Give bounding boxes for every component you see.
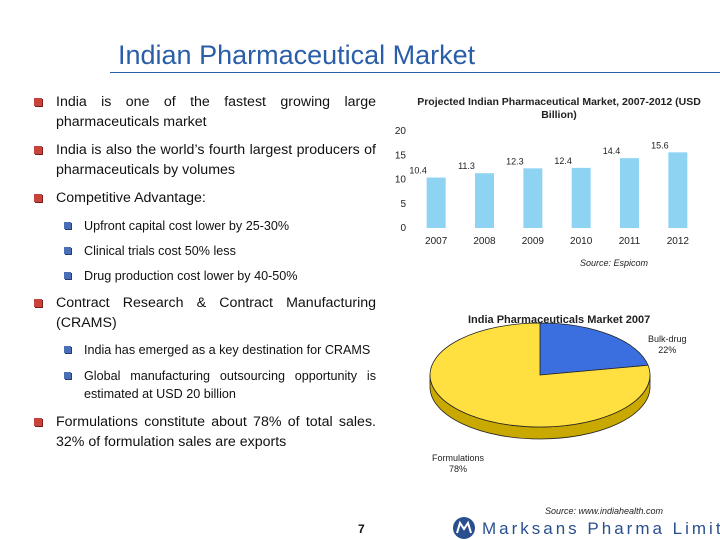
bar-2009	[523, 168, 543, 228]
sub-bullet-item: Clinical trials cost 50% less	[34, 242, 376, 260]
bullet-item: India is one of the fastest growing larg…	[34, 92, 376, 132]
slide-title: Indian Pharmaceutical Market	[118, 40, 476, 70]
sub-bullet-item: Drug production cost lower by 40-50%	[34, 267, 376, 285]
x-tick-label: 2008	[473, 236, 496, 247]
bar-chart: 0 5 10 15 20 10.4 2007 11.3 2008 12.3 2009 12.4 2010…	[395, 126, 690, 247]
bar-chart-source: Source: Espicom	[580, 258, 649, 268]
y-tick-label: 20	[395, 126, 407, 137]
y-tick-label: 0	[400, 223, 406, 234]
company-name: Marksans Pharma Limited	[482, 519, 720, 538]
x-tick-label: 2011	[619, 236, 641, 247]
y-tick-label: 10	[395, 175, 407, 186]
pie-label-bulk-drug-name: Bulk-drug	[648, 334, 687, 344]
bar-2008	[475, 173, 494, 228]
bullet-item: Competitive Advantage:	[34, 188, 376, 208]
sub-bullet-item: India has emerged as a key destination f…	[34, 341, 376, 359]
pie-slice-formulations	[429, 322, 651, 428]
pie-label-formulations: Formulations 78%	[432, 453, 484, 475]
x-tick-label: 2010	[570, 236, 593, 247]
pie-chart-title: India Pharmaceuticals Market 2007	[468, 314, 651, 326]
x-tick-label: 2009	[522, 236, 545, 247]
bar-value-label: 11.3	[458, 161, 475, 171]
company-logo-icon	[453, 517, 475, 539]
page-number: 7	[358, 522, 365, 536]
bar-chart-title: Projected Indian Pharmaceutical Market, …	[417, 96, 701, 121]
pie-label-bulk-drug: Bulk-drug 22%	[648, 334, 687, 356]
bar-2010	[571, 167, 591, 228]
bar-2012	[668, 152, 688, 228]
x-tick-label: 2012	[667, 236, 690, 247]
pie-label-formulations-name: Formulations	[432, 453, 485, 463]
bar-2011	[620, 158, 639, 228]
bullet-list: India is one of the fastest growing larg…	[34, 92, 376, 452]
title-underline	[110, 72, 720, 73]
bar-value-label: 10.4	[409, 166, 427, 176]
bullet-item: Contract Research & Contract Manufacturi…	[34, 293, 376, 333]
bullet-item: India is also the world’s fourth largest…	[34, 140, 376, 180]
y-tick-label: 15	[395, 150, 407, 161]
pie-label-formulations-pct: 78%	[449, 464, 468, 474]
sub-bullet-item: Global manufacturing outsourcing opportu…	[34, 367, 376, 403]
bar-value-label: 12.4	[554, 156, 572, 166]
y-tick-label: 5	[400, 199, 406, 210]
bar-value-label: 15.6	[651, 140, 669, 150]
sub-bullet-item: Upfront capital cost lower by 25-30%	[34, 217, 376, 235]
pie-chart-source: Source: www.indiahealth.com	[545, 506, 664, 516]
bar-value-label: 12.3	[506, 156, 524, 166]
pie-label-bulk-drug-pct: 22%	[658, 345, 677, 355]
pie-slice-bulk-drug	[539, 322, 649, 376]
bar-2007	[426, 177, 446, 228]
pie-chart	[429, 322, 651, 440]
bullet-item: Formulations constitute about 78% of tot…	[34, 412, 376, 452]
bar-value-label: 14.4	[603, 146, 621, 156]
x-tick-label: 2007	[425, 236, 448, 247]
